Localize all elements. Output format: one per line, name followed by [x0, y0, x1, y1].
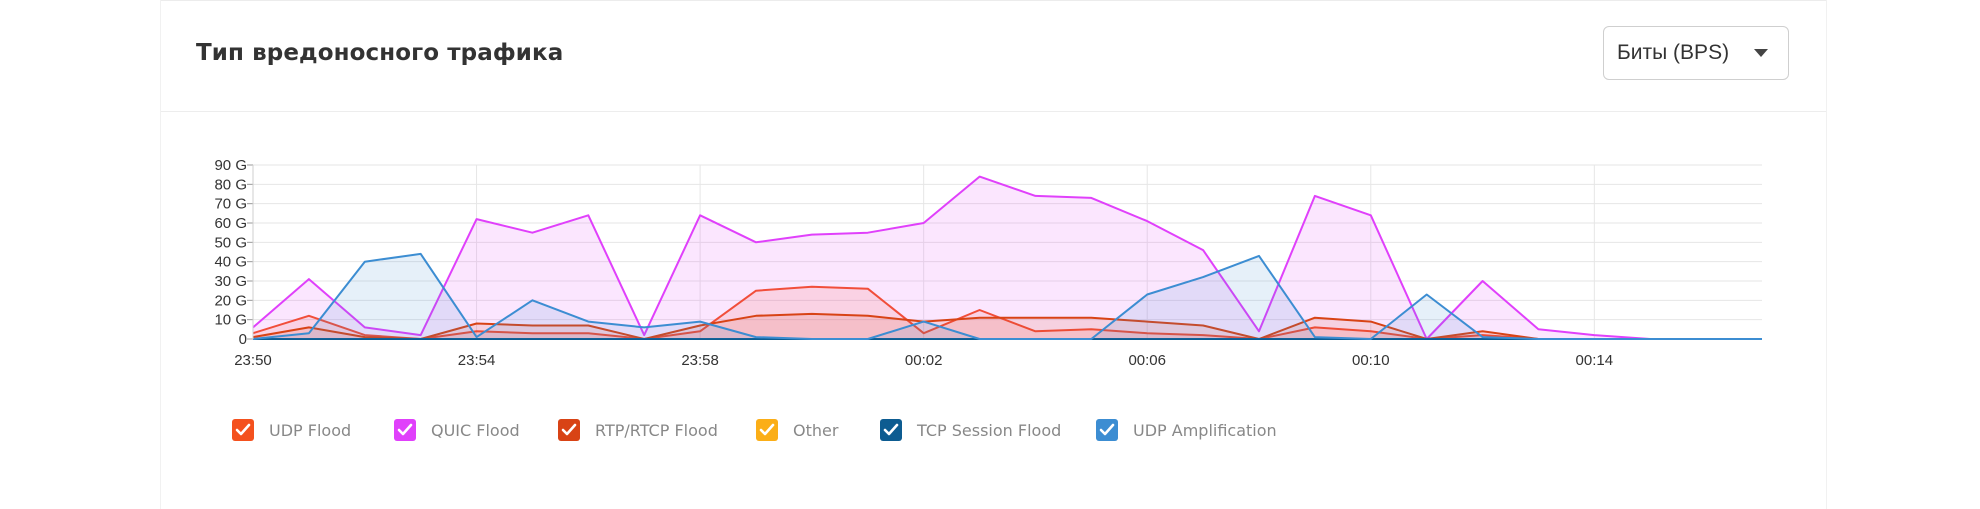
- caret-down-icon: [1754, 49, 1768, 57]
- legend-label: UDP Amplification: [1133, 421, 1277, 440]
- series-line-udp-amplification: [252, 252, 1762, 340]
- y-tick-label: 70 G: [214, 196, 247, 213]
- x-tick-label: 23:58: [681, 352, 719, 369]
- series-area-rtp-rtcp-flood: [253, 313, 1762, 339]
- legend-label: UDP Flood: [269, 421, 352, 440]
- x-tick-label: 00:06: [1128, 352, 1166, 369]
- y-tick-label: 20 G: [214, 292, 247, 309]
- y-tick-label: 90 G: [214, 157, 247, 174]
- y-axis: 0 10 G 20 G 30 G 40 G 50 G 60 G 70 G 80 G 90 G: [214, 157, 254, 348]
- y-tick-label: 0: [239, 331, 247, 348]
- x-tick-label: 00:14: [1576, 352, 1614, 369]
- y-tick-label: 40 G: [214, 254, 247, 271]
- x-tick-label: 00:02: [905, 352, 943, 369]
- unit-select-value: Биты (BPS): [1617, 41, 1730, 64]
- chart-series: [252, 175, 1762, 340]
- legend-label: QUIC Flood: [431, 421, 520, 440]
- checkbox-checked-icon[interactable]: [232, 419, 254, 441]
- series-area-udp-flood: [253, 286, 1762, 339]
- series-line-rtp-rtcp-flood: [252, 312, 1762, 340]
- traffic-type-panel: Тип вредоносного трафика Биты (BPS): [160, 0, 1827, 509]
- panel-top-border: [161, 0, 1826, 1]
- unit-select[interactable]: Биты (BPS): [1603, 26, 1789, 80]
- header-divider: [161, 111, 1826, 112]
- checkbox-checked-icon[interactable]: [1096, 419, 1118, 441]
- checkbox-checked-icon[interactable]: [394, 419, 416, 441]
- series-line-quic-flood: [252, 175, 1762, 340]
- y-tick-label: 80 G: [214, 176, 247, 193]
- x-tick-label: 23:54: [458, 352, 496, 369]
- y-tick-label: 30 G: [214, 273, 247, 290]
- legend-label: TCP Session Flood: [917, 421, 1062, 440]
- legend-label: RTP/RTCP Flood: [595, 421, 718, 440]
- x-tick-label: 23:50: [234, 352, 272, 369]
- series-area-quic-flood: [253, 176, 1762, 339]
- checkbox-checked-icon[interactable]: [558, 419, 580, 441]
- panel-title: Тип вредоносного трафика: [196, 40, 564, 66]
- series-area-udp-amplification: [253, 253, 1762, 339]
- y-tick-label: 60 G: [214, 215, 247, 232]
- x-axis: 23:50 23:54 23:58 00:02 00:06 00:10 00:14: [234, 352, 1613, 369]
- y-tick-label: 50 G: [214, 234, 247, 251]
- legend-label: Other: [793, 421, 839, 440]
- checkbox-checked-icon[interactable]: [880, 419, 902, 441]
- checkbox-checked-icon[interactable]: [756, 419, 778, 441]
- x-tick-label: 00:10: [1352, 352, 1390, 369]
- y-tick-label: 10 G: [214, 312, 247, 329]
